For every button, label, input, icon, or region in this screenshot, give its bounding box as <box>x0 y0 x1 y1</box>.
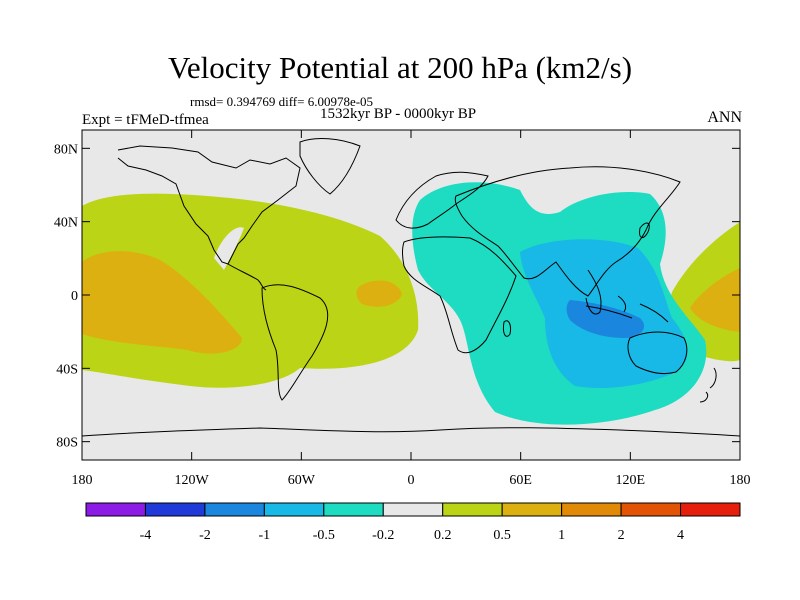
colorbar-label: 0.2 <box>434 528 452 543</box>
colorbar-swatch <box>144 502 206 517</box>
colorbar-label: -2 <box>199 528 211 543</box>
coast-asia <box>454 166 681 297</box>
colorbar-label: 0.5 <box>493 528 511 543</box>
colorbar-label: 4 <box>677 528 684 543</box>
colorbar-swatch <box>323 502 384 517</box>
experiment-label: Expt = tFMeD-tfmea <box>82 112 209 128</box>
coastlines <box>82 138 740 437</box>
colorbar-swatch <box>85 502 146 517</box>
coast-indochina <box>585 269 602 315</box>
coast-australia <box>627 331 688 375</box>
lat-tick-label: 40S <box>56 362 78 377</box>
coast-new-zealand <box>699 367 717 403</box>
stats-label: rmsd= 0.394769 diff= 6.00978e-05 <box>190 94 374 109</box>
lat-tick-label: 0 <box>71 289 78 304</box>
lon-tick-label: 120E <box>616 473 646 488</box>
lat-tick-label: 80S <box>56 436 78 451</box>
lon-tick-label: 180 <box>72 473 93 488</box>
colorbar-label: 2 <box>618 528 625 543</box>
coast-greenland <box>299 138 361 195</box>
colorbar-label: -0.2 <box>372 528 394 543</box>
lat-tick-label: 40N <box>54 216 78 231</box>
lon-tick-label: 60W <box>288 473 316 488</box>
longitude-axis: 180 120W 60W 0 60E 120E 180 <box>72 130 751 488</box>
coast-madagascar <box>503 320 511 337</box>
lon-tick-label: 180 <box>730 473 751 488</box>
season-label: ANN <box>707 109 742 126</box>
colorbar-swatch <box>382 502 444 517</box>
coast-europe <box>395 171 489 229</box>
contour-west-pacific-05 <box>690 268 740 332</box>
map-title: Velocity Potential at 200 hPa (km2/s) <box>167 50 633 85</box>
latitude-axis: 80N 40N 0 40S 80S <box>54 142 740 451</box>
colorbar-swatch <box>204 502 265 517</box>
contour-central-pacific-05 <box>82 251 242 354</box>
colorbar-swatch <box>501 502 563 517</box>
lon-tick-label: 60E <box>509 473 532 488</box>
coast-south-america <box>261 284 329 401</box>
colorbar-swatch <box>442 502 503 517</box>
colorbar-swatch <box>620 502 682 517</box>
colorbar-label: 1 <box>558 528 565 543</box>
coast-maritime-continent <box>585 295 669 323</box>
colorbar-label: -1 <box>259 528 271 543</box>
coast-north-america <box>117 145 301 265</box>
lat-tick-label: 80N <box>54 142 78 157</box>
colorbar-label: -4 <box>140 528 152 543</box>
colorbar: -4 -2 -1 -0.5 -0.2 0.2 0.5 1 2 4 <box>85 502 741 543</box>
contour-indo-pacific-negative-1 <box>566 300 645 338</box>
lon-tick-label: 120W <box>175 473 210 488</box>
period-label: 1532kyr BP - 0000kyr BP <box>320 106 477 122</box>
coast-japan <box>639 222 650 238</box>
colorbar-swatch <box>561 502 622 517</box>
colorbar-label: -0.5 <box>313 528 335 543</box>
lon-tick-label: 0 <box>408 473 415 488</box>
coast-antarctica <box>82 427 740 437</box>
contour-atlantic-05 <box>356 280 402 307</box>
colorbar-swatch <box>263 502 325 517</box>
coast-africa <box>402 236 517 354</box>
contour-gap-neutral-north <box>214 227 244 270</box>
plot-area <box>82 130 740 460</box>
colorbar-swatch <box>680 502 741 517</box>
